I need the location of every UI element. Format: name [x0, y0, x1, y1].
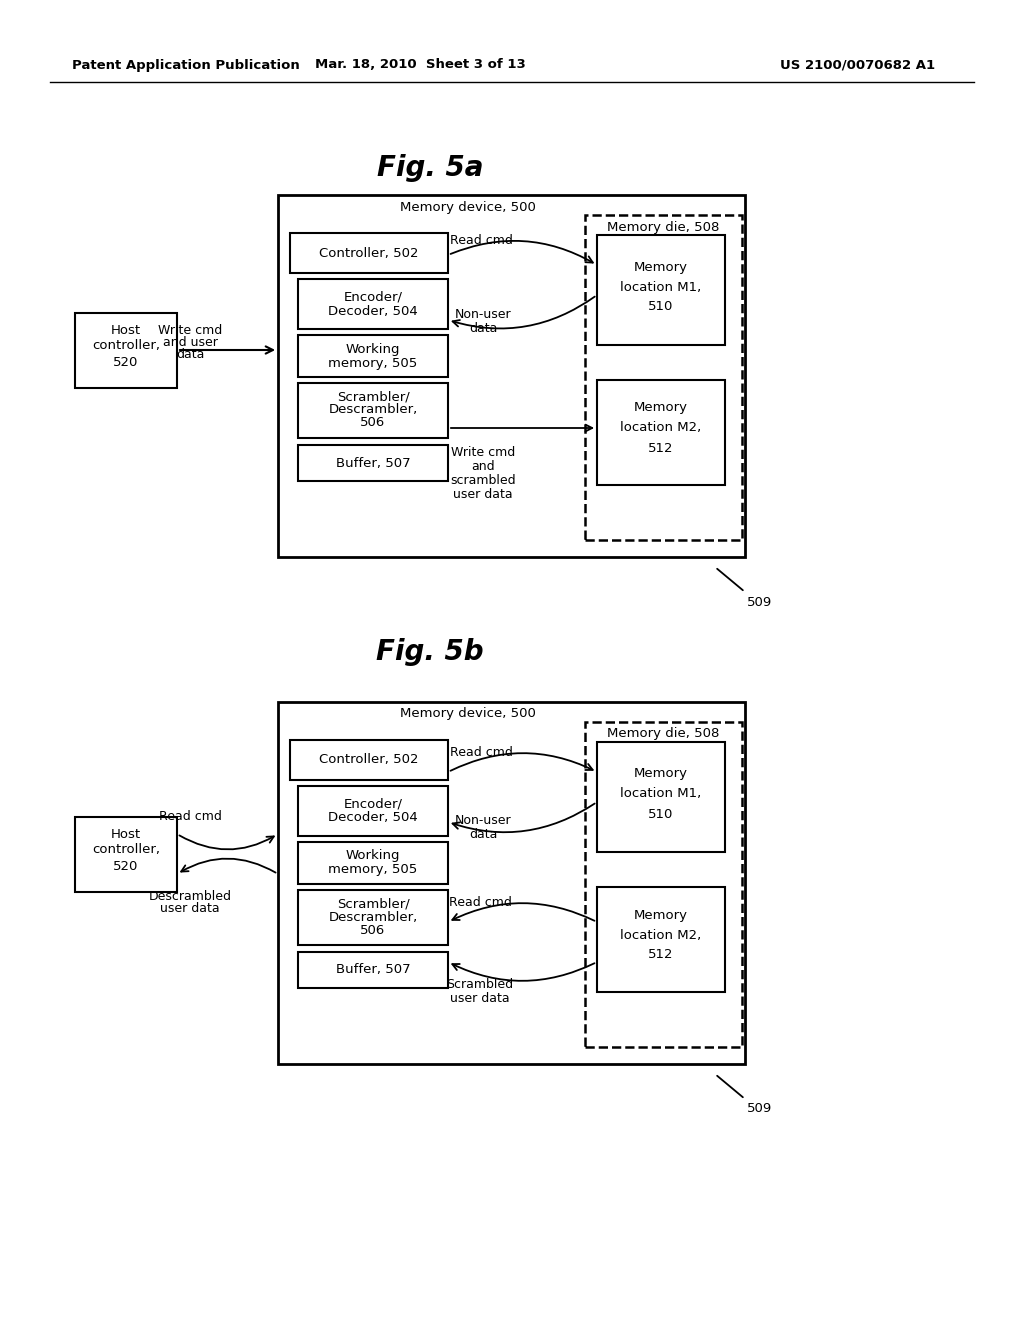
Text: Patent Application Publication: Patent Application Publication [72, 58, 300, 71]
Text: Memory device, 500: Memory device, 500 [400, 708, 536, 721]
Text: Read cmd: Read cmd [159, 809, 221, 822]
Text: location M1,: location M1, [621, 281, 701, 293]
Bar [75, 313, 177, 388]
Text: user data: user data [160, 903, 220, 916]
Bar [298, 785, 449, 836]
Text: Memory: Memory [634, 767, 688, 780]
Text: location M1,: location M1, [621, 788, 701, 800]
Text: Buffer, 507: Buffer, 507 [336, 457, 411, 470]
Text: Memory: Memory [634, 908, 688, 921]
Text: Encoder/: Encoder/ [343, 290, 402, 304]
Bar [585, 722, 742, 1047]
Text: controller,: controller, [92, 843, 160, 857]
Bar [597, 380, 725, 484]
Text: Write cmd: Write cmd [451, 446, 515, 459]
Text: memory, 505: memory, 505 [329, 863, 418, 876]
Text: Encoder/: Encoder/ [343, 797, 402, 810]
Text: Scrambler/: Scrambler/ [337, 898, 410, 911]
Bar [597, 887, 725, 993]
Text: Scrambled: Scrambled [446, 978, 514, 990]
Text: Controller, 502: Controller, 502 [319, 754, 419, 767]
Bar [597, 235, 725, 345]
Bar [298, 445, 449, 480]
Text: data: data [176, 348, 204, 362]
Text: and user: and user [163, 335, 217, 348]
Text: Host: Host [111, 325, 141, 338]
Bar [298, 842, 449, 884]
Text: Decoder, 504: Decoder, 504 [328, 305, 418, 318]
Bar [298, 279, 449, 329]
Bar [290, 234, 449, 273]
Text: Mar. 18, 2010  Sheet 3 of 13: Mar. 18, 2010 Sheet 3 of 13 [314, 58, 525, 71]
Text: Host: Host [111, 829, 141, 842]
Text: US 2100/0070682 A1: US 2100/0070682 A1 [780, 58, 935, 71]
Text: Descrambler,: Descrambler, [329, 911, 418, 924]
Text: 512: 512 [648, 441, 674, 454]
Text: location M2,: location M2, [621, 421, 701, 434]
Text: data: data [469, 828, 498, 841]
Text: 510: 510 [648, 808, 674, 821]
Text: Read cmd: Read cmd [449, 895, 511, 908]
Text: Memory: Memory [634, 260, 688, 273]
Text: Memory device, 500: Memory device, 500 [400, 201, 536, 214]
Text: and: and [471, 461, 495, 474]
Bar [278, 195, 745, 557]
Text: memory, 505: memory, 505 [329, 356, 418, 370]
Bar [298, 335, 449, 378]
Text: Non-user: Non-user [455, 309, 511, 322]
Text: Memory die, 508: Memory die, 508 [607, 727, 719, 741]
Text: Controller, 502: Controller, 502 [319, 247, 419, 260]
Text: 512: 512 [648, 949, 674, 961]
Text: Memory die, 508: Memory die, 508 [607, 220, 719, 234]
Text: Decoder, 504: Decoder, 504 [328, 812, 418, 825]
Text: Working: Working [346, 850, 400, 862]
Text: Descrambler,: Descrambler, [329, 404, 418, 417]
Bar [298, 383, 449, 438]
Text: data: data [469, 322, 498, 334]
Text: 520: 520 [114, 356, 138, 370]
Text: Non-user: Non-user [455, 813, 511, 826]
Text: 520: 520 [114, 861, 138, 874]
Text: Write cmd: Write cmd [158, 323, 222, 337]
Text: Scrambler/: Scrambler/ [337, 391, 410, 404]
Text: Fig. 5a: Fig. 5a [377, 154, 483, 182]
Bar [298, 952, 449, 987]
Text: Read cmd: Read cmd [450, 746, 512, 759]
Text: Buffer, 507: Buffer, 507 [336, 964, 411, 977]
Text: 510: 510 [648, 301, 674, 314]
Text: Descrambled: Descrambled [148, 890, 231, 903]
Bar [597, 742, 725, 851]
Text: scrambled: scrambled [451, 474, 516, 487]
Text: Fig. 5b: Fig. 5b [376, 638, 483, 667]
Bar [278, 702, 745, 1064]
Text: user data: user data [454, 488, 513, 502]
Bar [298, 890, 449, 945]
Text: controller,: controller, [92, 339, 160, 352]
Text: user data: user data [451, 991, 510, 1005]
Text: Memory: Memory [634, 401, 688, 414]
Bar [290, 741, 449, 780]
Text: 509: 509 [748, 1102, 773, 1115]
Bar [75, 817, 177, 892]
Text: location M2,: location M2, [621, 928, 701, 941]
Text: 506: 506 [360, 417, 386, 429]
Text: 509: 509 [748, 595, 773, 609]
Text: Read cmd: Read cmd [450, 234, 512, 247]
Text: 506: 506 [360, 924, 386, 936]
Text: Working: Working [346, 342, 400, 355]
Bar [585, 215, 742, 540]
